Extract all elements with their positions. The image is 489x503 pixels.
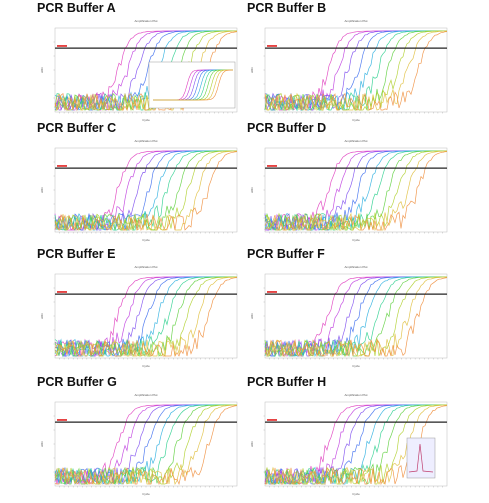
threshold-tag (267, 165, 277, 167)
panel: PCR Buffer B Amplification Plot Cycle ΔRn (247, 1, 448, 122)
panel-title: PCR Buffer G (37, 375, 117, 389)
curve (264, 31, 448, 111)
x-label: Cycle (142, 118, 150, 122)
panel: PCR Buffer E Amplification Plot Cycle ΔRn (37, 247, 238, 368)
curve (264, 150, 447, 232)
curve (264, 151, 448, 232)
curve (264, 276, 447, 358)
plot-title: Amplification Plot (134, 19, 157, 23)
plot-title: Amplification Plot (344, 139, 367, 143)
panel: PCR Buffer C Amplification Plot Cycle ΔRn (37, 121, 238, 242)
plot-title: Amplification Plot (134, 139, 157, 143)
plot-title: Amplification Plot (134, 265, 157, 269)
y-label: ΔRn (40, 187, 44, 193)
curve (54, 277, 238, 357)
threshold-tag (267, 419, 277, 421)
curve (54, 404, 238, 485)
curve (54, 405, 238, 486)
inset-curve (153, 69, 234, 101)
x-label: Cycle (352, 238, 360, 242)
panel: PCR Buffer F Amplification Plot Cycle ΔRn (247, 247, 448, 368)
panel-title: PCR Buffer B (247, 1, 326, 15)
x-label: Cycle (142, 492, 150, 496)
curve (264, 276, 448, 357)
x-label: Cycle (142, 364, 150, 368)
curve (264, 276, 447, 357)
y-label: ΔRn (250, 441, 254, 447)
curve (54, 151, 238, 232)
plot-title: Amplification Plot (134, 393, 157, 397)
plot-title: Amplification Plot (344, 265, 367, 269)
curve (264, 30, 447, 112)
panel-title: PCR Buffer A (37, 1, 116, 15)
threshold-tag (267, 45, 277, 47)
x-label: Cycle (352, 364, 360, 368)
threshold-tag (267, 291, 277, 293)
curve (264, 30, 447, 111)
y-label: ΔRn (250, 67, 254, 73)
panel-title: PCR Buffer C (37, 121, 116, 135)
y-label: ΔRn (40, 441, 44, 447)
threshold-tag (57, 45, 67, 47)
panel: PCR Buffer G Amplification Plot Cycle ΔRn (37, 375, 238, 496)
threshold-tag (57, 291, 67, 293)
panel-title: PCR Buffer D (247, 121, 326, 135)
curve (264, 277, 448, 358)
threshold-tag (57, 165, 67, 167)
plot-title: Amplification Plot (344, 393, 367, 397)
y-label: ΔRn (250, 187, 254, 193)
x-label: Cycle (142, 238, 150, 242)
panel: PCR Buffer D Amplification Plot Cycle ΔRn (247, 121, 448, 242)
y-label: ΔRn (250, 313, 254, 319)
y-label: ΔRn (40, 313, 44, 319)
curve (54, 30, 238, 112)
threshold-tag (57, 419, 67, 421)
curve (54, 404, 237, 486)
curve (54, 276, 237, 358)
curve (54, 150, 237, 232)
x-label: Cycle (352, 492, 360, 496)
x-label: Cycle (352, 118, 360, 122)
panel-title: PCR Buffer H (247, 375, 326, 389)
inset-peak (408, 443, 434, 473)
inset (148, 61, 236, 109)
y-label: ΔRn (40, 67, 44, 73)
panel-title: PCR Buffer E (37, 247, 115, 261)
panel: PCR Buffer H Amplification Plot Cycle ΔRn (247, 375, 448, 496)
panel-title: PCR Buffer F (247, 247, 325, 261)
plot-title: Amplification Plot (344, 19, 367, 23)
panel: PCR Buffer A Amplification Plot Cycle ΔRn (37, 1, 238, 122)
